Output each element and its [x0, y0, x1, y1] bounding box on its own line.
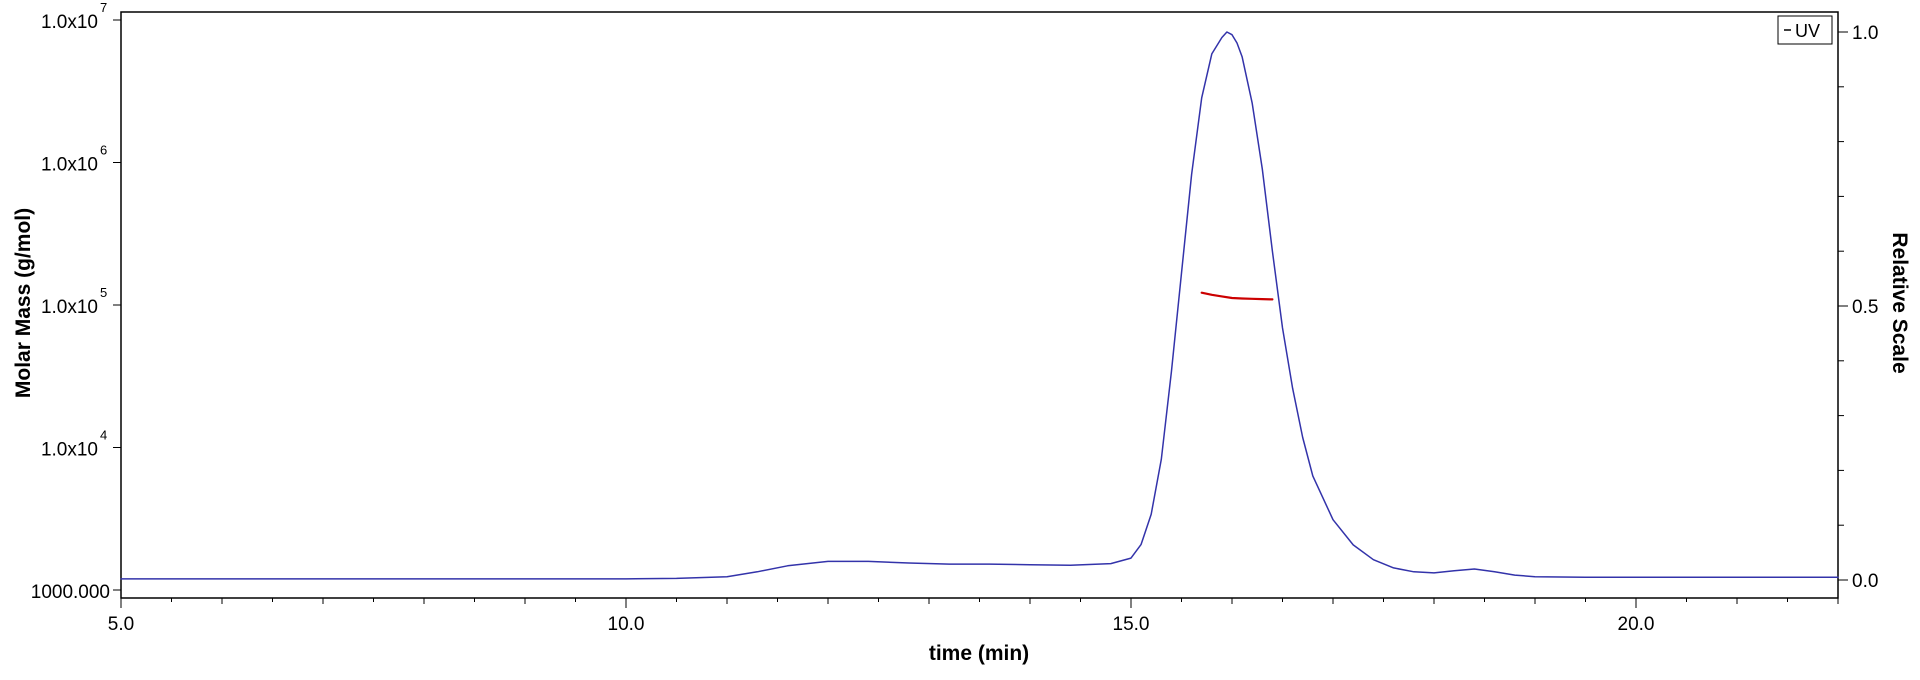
x-tick-label: 10.0 [608, 614, 645, 635]
y-left-tick-exponent: 5 [100, 285, 107, 300]
x-tick-label: 15.0 [1113, 614, 1150, 635]
uv-series-line [120, 31, 1839, 580]
y-axis-left-title: Molar Mass (g/mol) [12, 208, 35, 398]
y-axis-right: 1.0 0.5 0.0 [1838, 23, 1878, 592]
molar-mass-series-line [1200, 291, 1274, 301]
y-axis-right-title: Relative Scale [1888, 232, 1911, 373]
x-tick-label: 20.0 [1618, 614, 1655, 635]
y-right-tick-label: 1.0 [1852, 23, 1878, 44]
series-layer [120, 31, 1839, 580]
y-left-tick-label: 1.0x10 [41, 12, 98, 33]
y-left-tick-label: 1.0x10 [41, 440, 98, 461]
y-left-tick-label: 1.0x10 [41, 297, 98, 318]
x-axis: 5.0 10.0 15.0 20.0 [108, 598, 1839, 635]
x-tick-label: 5.0 [108, 614, 134, 635]
legend-label: UV [1795, 21, 1820, 41]
legend: UV [1777, 15, 1833, 45]
y-left-tick-exponent: 7 [100, 0, 107, 15]
y-right-tick-label: 0.0 [1852, 571, 1878, 592]
y-right-tick-label: 0.5 [1852, 297, 1878, 318]
x-axis-title: time (min) [929, 642, 1029, 665]
plot-area-frame [120, 11, 1839, 599]
y-left-tick-exponent: 6 [100, 143, 107, 158]
y-left-tick-exponent: 4 [100, 428, 107, 443]
y-left-tick-label: 1.0x10 [41, 155, 98, 176]
y-left-tick-label: 1000.000 [31, 582, 110, 603]
